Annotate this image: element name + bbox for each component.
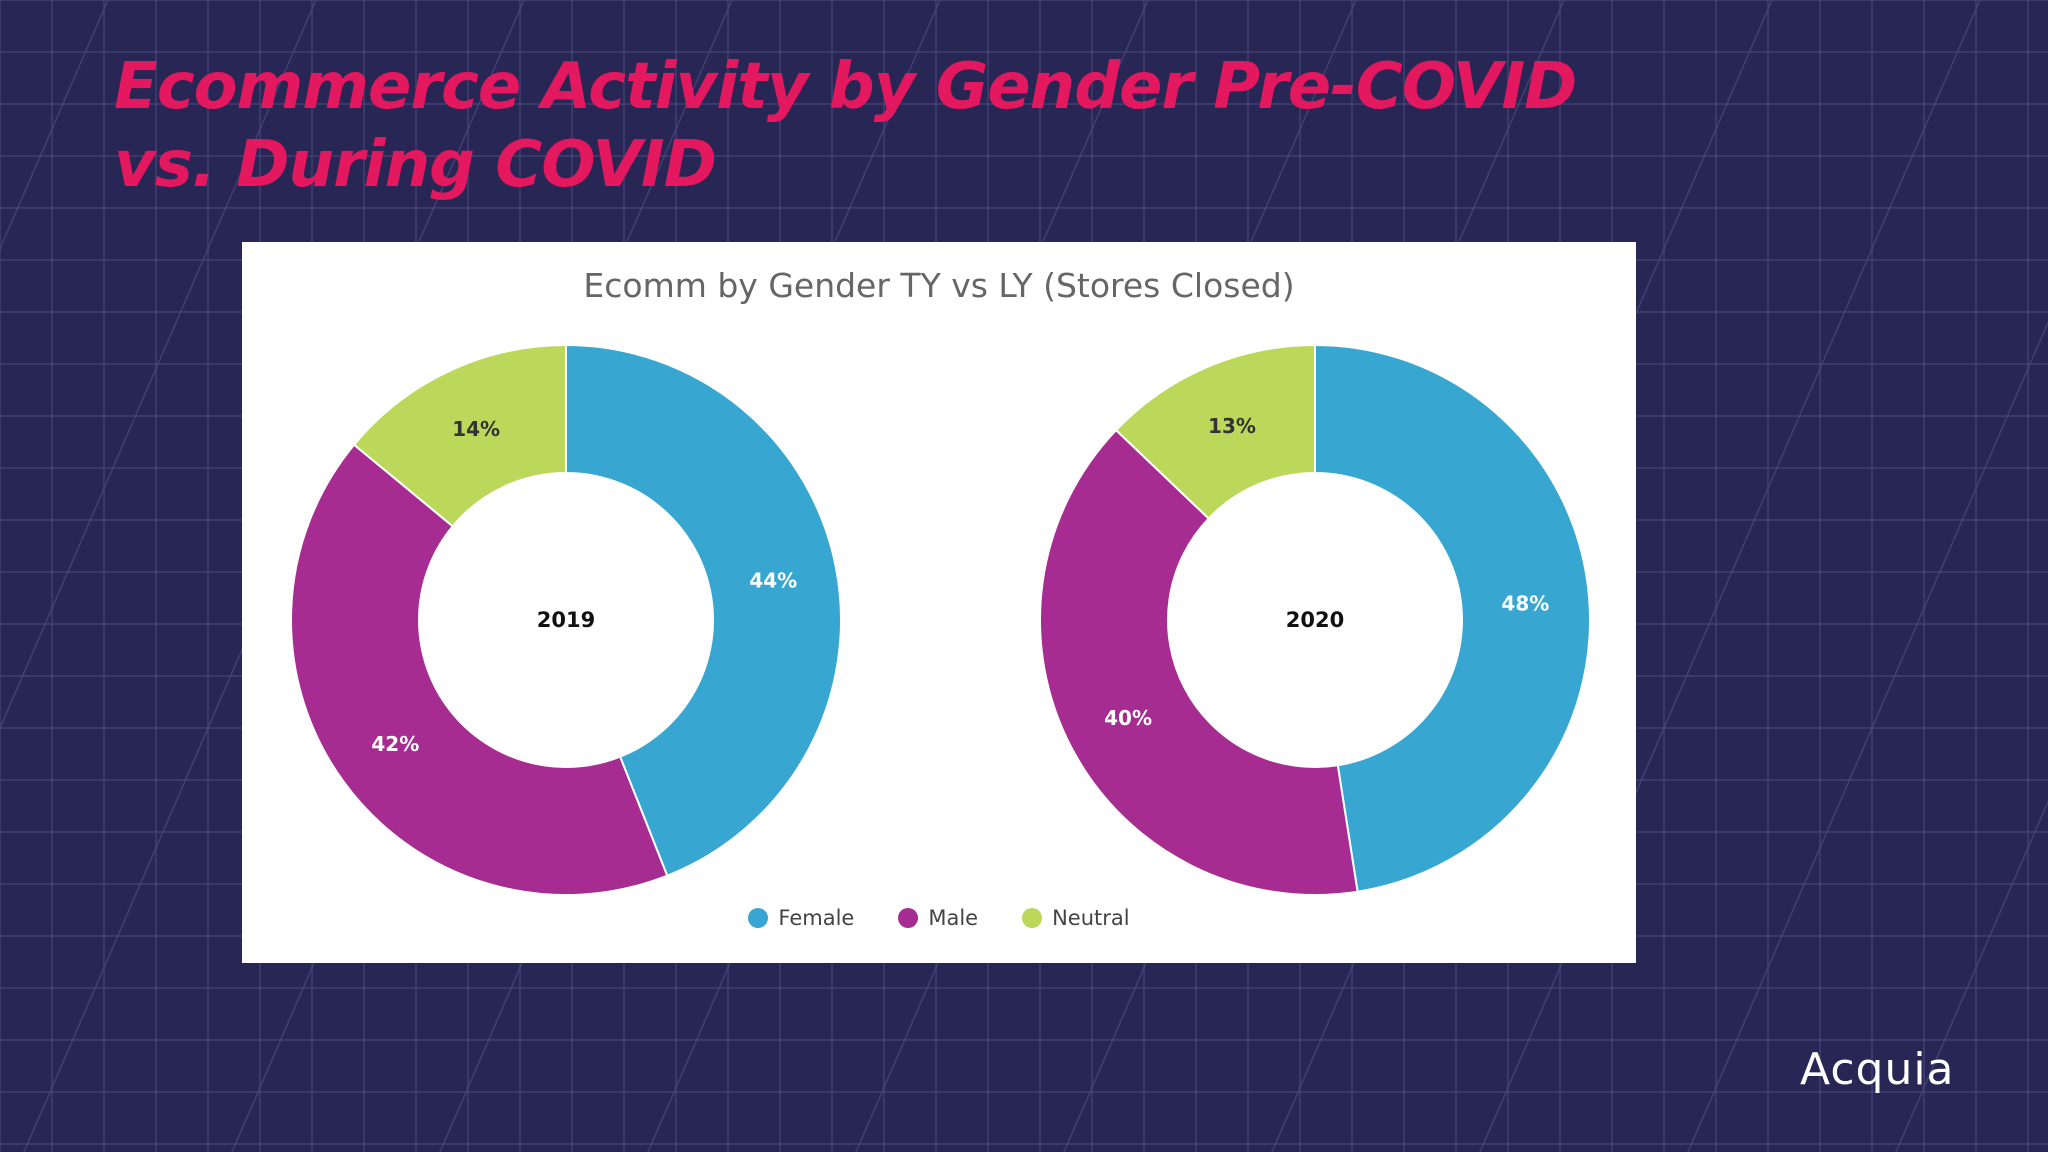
donut-charts: 44% 42% 14% 2019 48% 40% 13% 2020: [290, 343, 1591, 896]
chart-legend: Female Male Neutral: [242, 906, 1636, 930]
chart-card: Ecomm by Gender TY vs LY (Stores Closed)…: [242, 242, 1636, 963]
legend-label-male: Male: [928, 906, 979, 930]
donut-2019-slice-neutral[interactable]: [352, 343, 567, 528]
legend-item-female[interactable]: Female: [748, 906, 854, 930]
slide-title-line-1: Ecommerce Activity by Gender Pre-COVID: [114, 50, 1577, 124]
donut-2020-slice-neutral[interactable]: [1114, 343, 1316, 520]
slide-title-line-2: vs. During COVID: [114, 128, 717, 202]
slide-title: Ecommerce Activity by Gender Pre-COVID v…: [114, 48, 1714, 204]
donut-2019-label-neutral: 14%: [452, 417, 500, 441]
legend-swatch-male: [898, 908, 919, 928]
donut-2020-label-male: 40%: [1104, 706, 1152, 730]
donut-2020-label-female: 48%: [1501, 592, 1549, 616]
donut-2020-label-neutral: 13%: [1208, 414, 1256, 438]
donut-2019-center-label: 2019: [537, 608, 595, 632]
legend-label-neutral: Neutral: [1052, 906, 1130, 930]
legend-swatch-female: [748, 908, 769, 928]
acquia-logo: Acquia: [1800, 1044, 1955, 1095]
donut-2020-center-label: 2020: [1286, 608, 1344, 632]
legend-label-female: Female: [778, 906, 855, 930]
legend-swatch-neutral: [1022, 908, 1043, 928]
donut-2019-label-male: 42%: [371, 732, 419, 756]
donut-2019-slice-male[interactable]: [290, 443, 669, 896]
legend-item-neutral[interactable]: Neutral: [1022, 906, 1130, 930]
donut-2019-slice-female[interactable]: [565, 343, 842, 877]
donut-2019-label-female: 44%: [749, 568, 797, 592]
chart-title: Ecomm by Gender TY vs LY (Stores Closed): [583, 266, 1295, 305]
donut-2020-slice-male[interactable]: [1039, 428, 1359, 896]
legend-item-male[interactable]: Male: [898, 906, 978, 930]
donut-2020-slice-female[interactable]: [1314, 343, 1591, 893]
